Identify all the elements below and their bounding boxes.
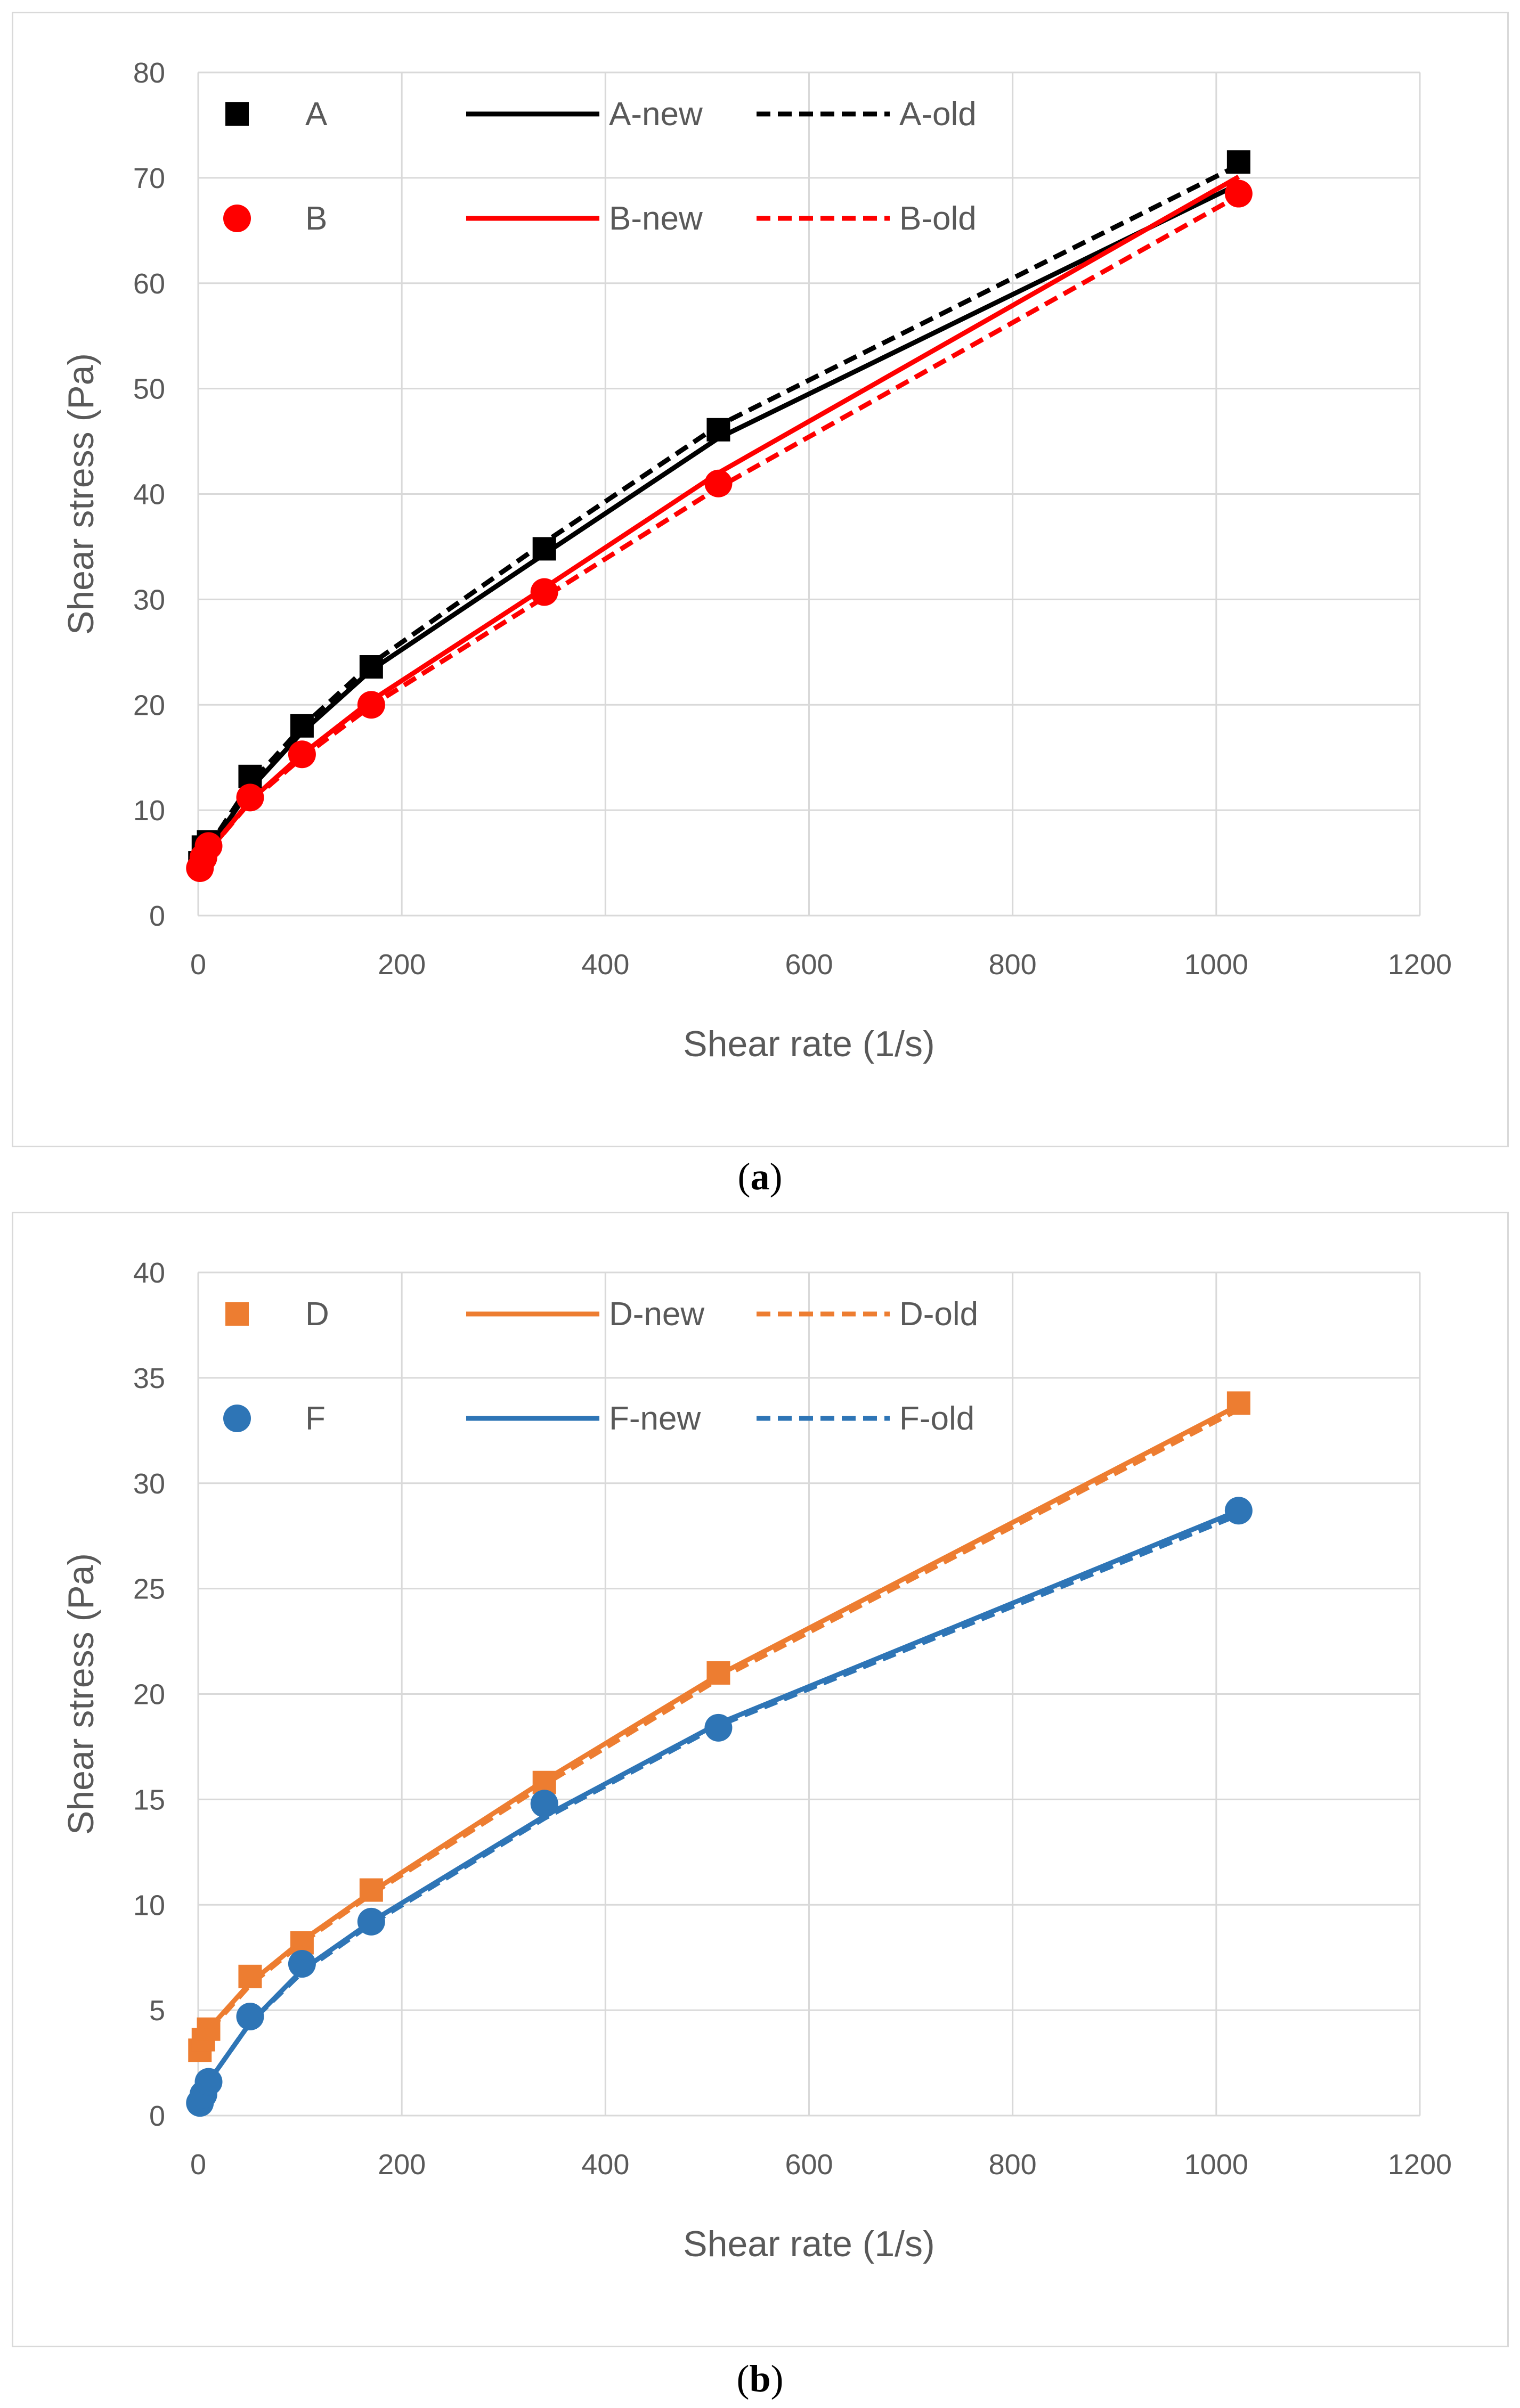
x-tick-label: 400 — [581, 949, 629, 981]
data-point-B — [236, 783, 264, 812]
legend-label-A: A — [305, 96, 328, 133]
series-points-D — [188, 1391, 1250, 2062]
legend-label-D-new: D-new — [609, 1296, 704, 1333]
data-point-D — [197, 2017, 221, 2041]
y-tick-label: 5 — [149, 1995, 165, 2027]
y-tick-label: 0 — [149, 900, 165, 932]
gridlines — [197, 71, 1421, 917]
series-line-A-old — [197, 163, 1240, 869]
series-line-F-new — [197, 1508, 1240, 2106]
gridlines — [197, 1271, 1421, 2117]
series-points-F — [186, 1497, 1253, 2117]
x-axis-title: Shear rate (1/s) — [683, 2224, 934, 2264]
legend-label-F-old: F-old — [899, 1400, 974, 1437]
legend-label-B-old: B-old — [899, 200, 977, 237]
y-tick-label: 20 — [133, 689, 165, 721]
data-point-D — [238, 1964, 262, 1988]
series-points-B — [186, 179, 1253, 882]
y-tick-label: 0 — [149, 2100, 165, 2132]
series-line-A-new — [197, 182, 1240, 871]
caption-a-label: a — [750, 1155, 770, 1198]
legend-marker-D — [225, 1302, 249, 1326]
chart-panel-a: 0 10 20 30 40 50 60 70 80 0 200 400 600 800 1000 1200 Sh… — [12, 12, 1509, 1147]
x-tick-label: 0 — [190, 2149, 206, 2181]
x-tick-label: 600 — [785, 2149, 833, 2181]
legend-label-F: F — [305, 1400, 326, 1437]
data-point-A — [290, 714, 314, 738]
x-tick-label: 800 — [989, 949, 1037, 981]
data-point-F — [704, 1713, 733, 1742]
y-tick-label: 10 — [133, 795, 165, 827]
data-point-A — [1226, 150, 1250, 174]
y-tick-label: 80 — [133, 57, 165, 89]
series-line-B-old — [198, 193, 1240, 869]
data-point-B — [194, 832, 223, 860]
x-tick-label: 1000 — [1184, 2149, 1248, 2181]
legend-marker-B — [223, 205, 251, 232]
data-point-B — [288, 740, 316, 769]
legend-marker-A — [225, 102, 249, 126]
y-tick-label: 30 — [133, 1468, 165, 1500]
caption-b: (b) — [736, 2357, 784, 2400]
y-tick-label: 15 — [133, 1784, 165, 1816]
x-tick-label: 0 — [190, 949, 206, 981]
caption-b-label: b — [749, 2357, 771, 2400]
legend: A B A-new A-old B-new B-old — [223, 96, 977, 237]
x-tick-label: 600 — [785, 949, 833, 981]
legend: D F D-new D-old F-new F-old — [223, 1296, 978, 1437]
legend-marker-F — [223, 1405, 251, 1432]
data-point-F — [530, 1790, 558, 1818]
data-point-D — [359, 1878, 383, 1902]
legend-label-B-new: B-new — [609, 200, 703, 237]
y-axis-title: Shear stress (Pa) — [61, 353, 101, 635]
y-tick-label: 25 — [133, 1573, 165, 1605]
y-axis-title: Shear stress (Pa) — [61, 1553, 101, 1835]
x-tick-label: 1000 — [1184, 949, 1248, 981]
caption-a: (a) — [737, 1155, 783, 1198]
y-tick-label: 20 — [133, 1679, 165, 1711]
data-point-A — [532, 537, 556, 561]
data-point-A — [706, 418, 730, 442]
y-tick-label: 40 — [133, 1257, 165, 1289]
data-point-D — [706, 1661, 730, 1685]
chart-panel-b: 0 5 10 15 20 25 30 35 40 0 200 400 600 800 1000 1200 She… — [12, 1212, 1509, 2347]
y-tick-label: 30 — [133, 584, 165, 616]
data-point-F — [1224, 1497, 1253, 1525]
legend-label-B: B — [305, 200, 327, 237]
x-tick-label: 200 — [378, 2149, 426, 2181]
legend-label-D: D — [305, 1296, 329, 1333]
y-tick-label: 10 — [133, 1889, 165, 1921]
x-tick-label: 1200 — [1388, 949, 1452, 981]
data-point-B — [1224, 179, 1253, 208]
y-tick-label: 70 — [133, 162, 165, 194]
x-tick-label: 400 — [581, 2149, 629, 2181]
y-tick-label: 50 — [133, 373, 165, 405]
data-point-F — [194, 2068, 223, 2096]
data-point-F — [236, 2002, 264, 2030]
series-line-F-old — [197, 1512, 1240, 2106]
legend-label-D-old: D-old — [899, 1296, 978, 1333]
legend-label-A-new: A-new — [609, 96, 703, 133]
x-tick-label: 800 — [989, 2149, 1037, 2181]
data-point-B — [704, 469, 733, 497]
y-tick-label: 40 — [133, 479, 165, 511]
data-point-D — [1226, 1391, 1250, 1415]
y-tick-label: 60 — [133, 268, 165, 300]
data-point-F — [288, 1950, 316, 1978]
legend-label-F-new: F-new — [609, 1400, 701, 1437]
x-tick-label: 1200 — [1388, 2149, 1452, 2181]
x-tick-label: 200 — [378, 949, 426, 981]
data-point-B — [530, 578, 558, 606]
y-tick-label: 35 — [133, 1362, 165, 1394]
data-point-A — [359, 655, 383, 679]
data-point-F — [357, 1907, 385, 1936]
data-point-B — [357, 691, 385, 719]
legend-label-A-old: A-old — [899, 96, 977, 133]
x-axis-title: Shear rate (1/s) — [683, 1024, 934, 1064]
